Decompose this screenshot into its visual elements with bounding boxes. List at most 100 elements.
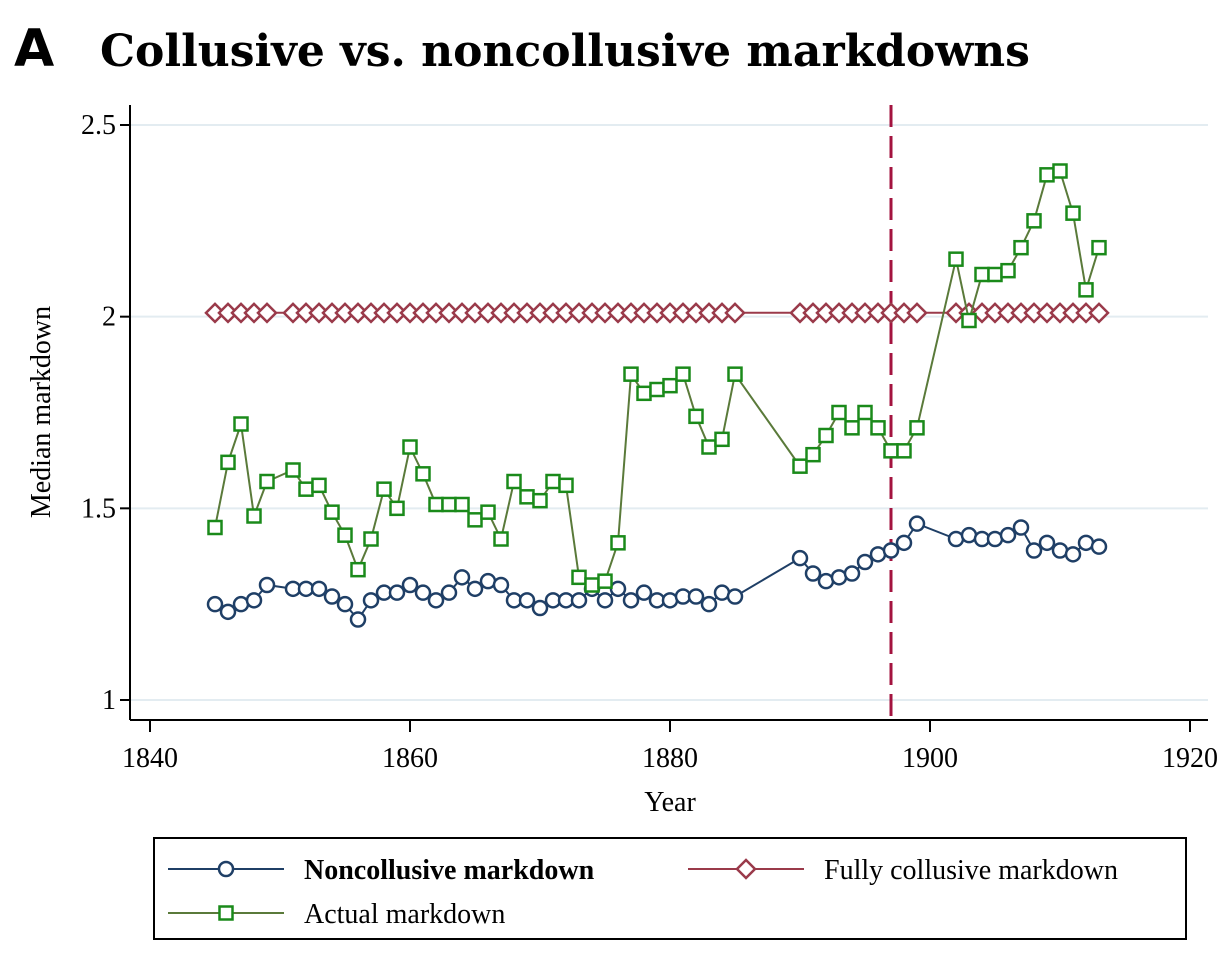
data-point	[453, 569, 471, 586]
data-point	[389, 500, 405, 517]
data-point	[259, 473, 275, 490]
panel-letter: A	[14, 19, 54, 79]
series-square	[207, 163, 1107, 593]
data-point	[818, 427, 834, 444]
data-point	[805, 446, 821, 463]
data-point	[688, 408, 704, 425]
data-point	[233, 416, 249, 432]
y-tick-label: 1.5	[81, 493, 116, 524]
legend-box	[153, 837, 1187, 940]
data-point	[362, 592, 380, 609]
legend-item: Noncollusive markdown	[168, 855, 595, 886]
data-point	[906, 302, 928, 324]
data-point	[298, 481, 314, 497]
data-point	[571, 569, 587, 586]
data-point	[792, 458, 808, 474]
data-point	[427, 592, 445, 609]
data-point	[246, 508, 262, 524]
x-tick-label: 1880	[642, 743, 698, 774]
data-point	[440, 584, 458, 601]
data-point	[714, 431, 730, 448]
data-point	[726, 588, 744, 605]
data-point	[532, 492, 548, 509]
y-tick-label: 2.5	[81, 110, 116, 141]
data-point	[414, 584, 432, 601]
x-tick-label: 1860	[382, 743, 438, 774]
x-axis-title: Year	[644, 787, 696, 818]
data-point	[700, 595, 718, 613]
data-point	[974, 266, 990, 283]
data-point	[610, 535, 626, 551]
data-point	[454, 496, 470, 513]
data-point	[245, 592, 263, 609]
data-point	[1065, 205, 1081, 221]
data-point	[1026, 213, 1042, 229]
data-point	[623, 366, 639, 382]
data-point	[584, 577, 600, 593]
data-point	[727, 366, 743, 382]
gridlines	[130, 124, 1208, 701]
axes: 1 1.5 2 2.5 1840 1860 1880 1900 1920	[81, 105, 1218, 774]
data-point	[948, 251, 964, 267]
data-point	[596, 592, 614, 609]
data-point	[724, 302, 746, 324]
data-point	[1078, 282, 1094, 298]
data-point	[441, 496, 457, 513]
data-point	[662, 377, 678, 394]
data-point	[597, 573, 613, 589]
data-point	[844, 420, 860, 436]
data-point	[220, 454, 236, 471]
data-point	[349, 611, 367, 628]
data-point	[1013, 239, 1029, 256]
x-tick-label: 1920	[1162, 743, 1218, 774]
data-point	[531, 599, 549, 617]
y-axis-title: Median markdown	[26, 306, 57, 518]
data-point	[258, 576, 276, 594]
data-point	[402, 439, 418, 455]
data-point	[882, 542, 900, 559]
data-point	[1088, 302, 1110, 324]
data-point	[843, 565, 861, 582]
data-point	[909, 420, 925, 436]
data-point	[831, 404, 847, 421]
data-point	[388, 584, 406, 601]
legend-marker	[735, 858, 757, 880]
legend-label: Noncollusive markdown	[304, 855, 595, 886]
data-point	[219, 603, 237, 621]
series-line	[214, 169, 1100, 587]
data-point	[311, 477, 327, 494]
data-point	[675, 366, 691, 382]
y-tick-label: 1	[102, 685, 116, 716]
data-point	[1039, 167, 1055, 183]
data-point	[1091, 239, 1107, 256]
data-point	[415, 466, 431, 482]
legend-item: Fully collusive markdown	[688, 855, 1118, 886]
data-point	[428, 496, 444, 513]
data-point	[336, 595, 354, 613]
data-point	[609, 580, 627, 598]
data-point	[908, 515, 926, 532]
data-point	[376, 481, 392, 497]
data-point	[493, 531, 509, 547]
data-point	[324, 504, 340, 520]
legend-marker	[218, 905, 234, 921]
data-point	[545, 473, 561, 490]
data-point	[804, 565, 822, 582]
data-point	[961, 312, 977, 329]
data-point	[285, 462, 301, 478]
legend-marker	[217, 860, 235, 878]
data-point	[636, 385, 652, 402]
data-point	[206, 595, 224, 613]
data-point	[896, 443, 912, 459]
data-point	[1038, 534, 1056, 552]
data-point	[1012, 519, 1030, 536]
data-point	[857, 404, 873, 421]
data-point	[1090, 538, 1108, 555]
data-point	[363, 531, 379, 547]
data-point	[883, 443, 899, 459]
data-point	[480, 504, 496, 520]
legend-item: Actual markdown	[168, 899, 505, 930]
data-point	[856, 553, 874, 571]
